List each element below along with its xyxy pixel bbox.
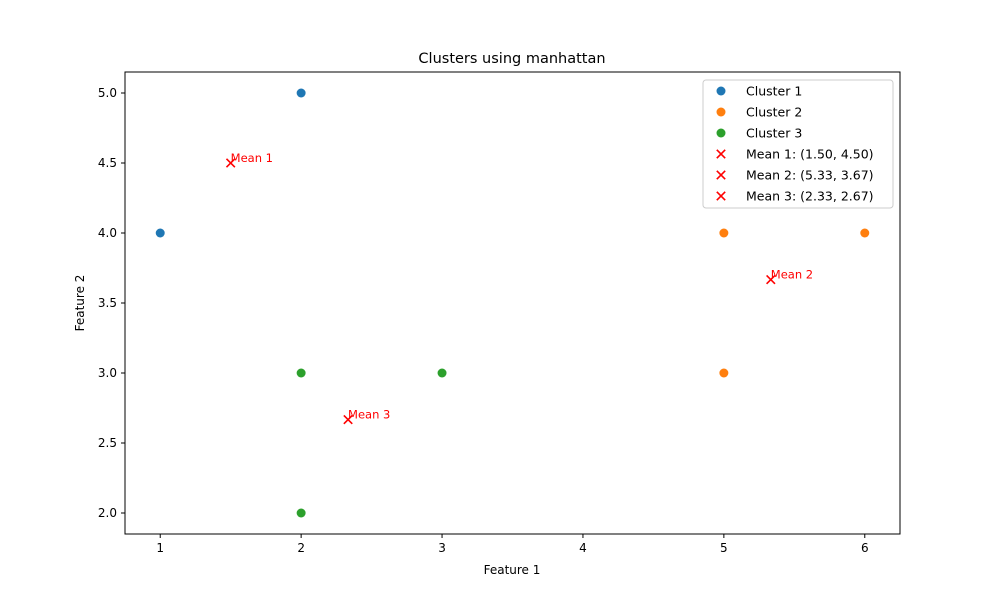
legend-marker [716,191,726,201]
cluster-1-point [296,88,306,98]
x-axis-label: Feature 1 [484,563,541,577]
legend-entry: Cluster 2 [746,105,802,120]
mean-marker-stroke [716,170,726,180]
mean-marker-stroke [766,274,776,285]
mean-marker-stroke [716,149,726,159]
y-tick-label: 4.5 [98,156,117,170]
legend-marker [716,128,726,138]
y-tick-label: 3.0 [98,366,117,380]
legend-marker [716,170,726,180]
x-tick-label: 5 [720,541,728,555]
y-tick-label: 4.0 [98,226,117,240]
mean-1-marker [225,158,236,168]
x-tick-label: 6 [861,541,869,555]
y-tick-label: 2.0 [98,506,117,520]
legend-marker [716,86,726,96]
plot-area: Mean 1 Mean 2 Mean 3 [155,88,870,518]
legend-marker [716,149,726,159]
mean-3-annotation: Mean 3 [348,408,390,422]
y-tick-label: 3.5 [98,296,117,310]
cluster-3-point [296,368,306,378]
cluster-2-point [719,368,729,378]
x-axis: 1 2 3 4 5 6 [156,534,869,555]
legend-entry: Cluster 3 [746,126,802,141]
mean-3-marker [343,414,353,425]
cluster-1-point [155,228,165,238]
legend-marker [716,107,726,117]
cluster-3-point [296,508,306,518]
legend-entry: Mean 3: (2.33, 2.67) [746,189,874,204]
x-tick-label: 4 [579,541,587,555]
y-tick-label: 2.5 [98,436,117,450]
legend-entry: Mean 1: (1.50, 4.50) [746,147,874,162]
cluster-2-point [860,228,870,238]
x-tick-label: 1 [156,541,164,555]
cluster-3-point [437,368,447,378]
legend-box [702,79,894,209]
chart-title: Clusters using manhattan [418,51,605,67]
legend: Cluster 1 Cluster 2 Cluster 3 Mean 1: (1.50… [702,79,894,209]
mean-2-annotation: Mean 2 [771,268,813,282]
mean-1-annotation: Mean 1 [231,151,273,165]
mean-2-marker [766,274,776,285]
y-axis: 2.0 2.5 3.0 3.5 4.0 4.5 5.0 [98,86,125,520]
legend-entry: Cluster 1 [746,84,802,99]
mean-marker-stroke [343,414,353,425]
legend-entry: Mean 2: (5.33, 3.67) [746,168,874,183]
x-tick-label: 2 [297,541,305,555]
y-tick-label: 5.0 [98,86,117,100]
mean-marker-stroke [716,191,726,201]
x-tick-label: 3 [438,541,446,555]
mean-marker-stroke [225,158,236,168]
y-axis-label: Feature 2 [73,275,87,332]
cluster-2-point [719,228,729,238]
